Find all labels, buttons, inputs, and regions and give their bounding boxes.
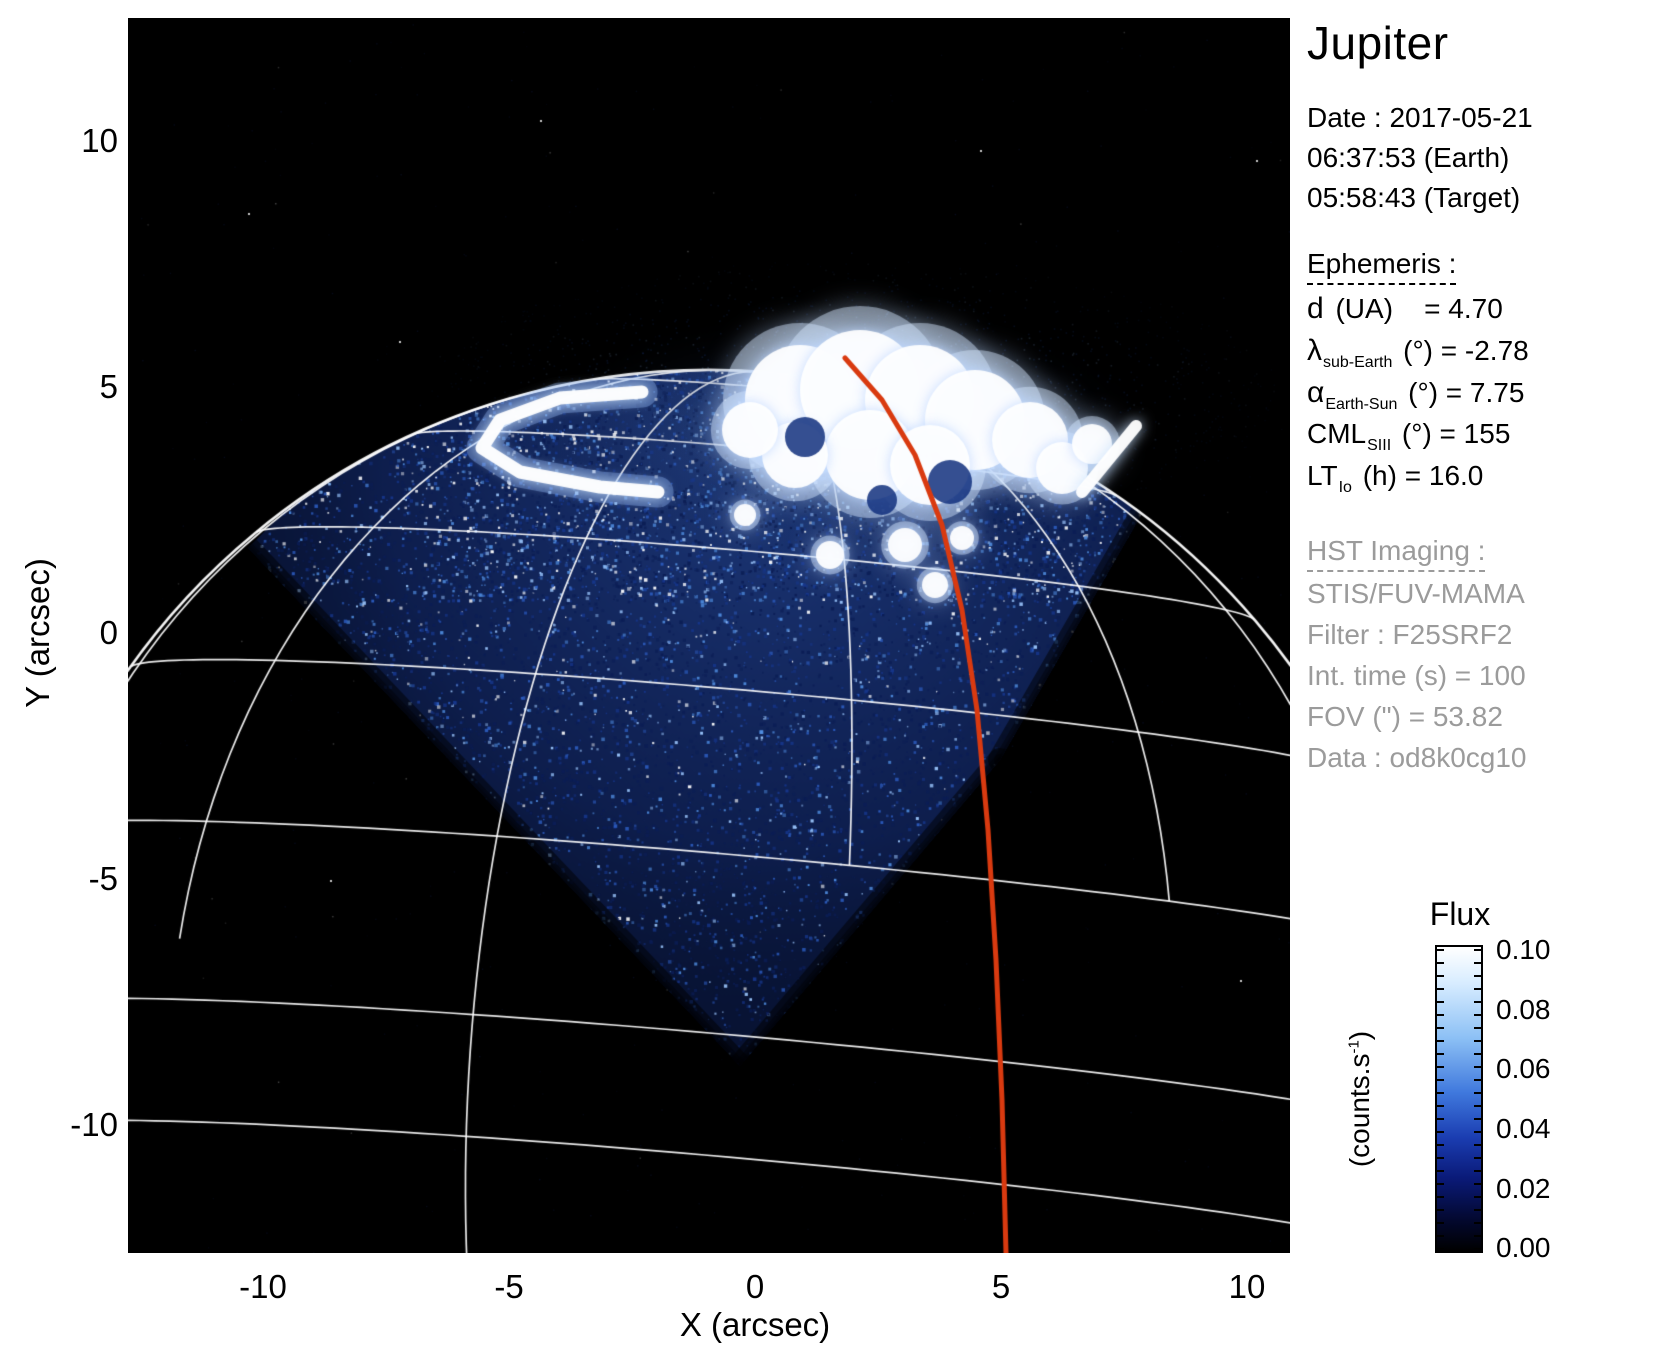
page-title: Jupiter [1307, 17, 1449, 69]
colorbar-minor-ticks-left [1437, 949, 1444, 1249]
colorbar-tick: 0.10 [1496, 934, 1551, 965]
value: = -2.78 [1440, 335, 1529, 366]
y-tick: 0 [99, 614, 118, 651]
x-tick: -10 [239, 1268, 287, 1305]
ephemeris-row-distance: d (UA) = 4.70 [1307, 292, 1503, 326]
hst-data-id: Data : od8k0cg10 [1307, 742, 1527, 773]
ephemeris-row-alpha: αEarth-Sun (°) = 7.75 [1307, 376, 1525, 413]
colorbar-minor-ticks-right [1474, 949, 1481, 1249]
value: = 155 [1439, 418, 1511, 449]
y-axis-label: Y (arcsec) [19, 558, 56, 708]
colorbar-tick: 0.04 [1496, 1113, 1551, 1144]
ephemeris-row-lt: LTIo (h) = 16.0 [1307, 460, 1484, 496]
date-line: Date : 2017-05-21 [1307, 102, 1533, 133]
unit: (h) [1354, 460, 1397, 491]
subscript: SIII [1367, 437, 1392, 454]
ephemeris-row-lambda: λsub-Earth (°) = -2.78 [1307, 334, 1529, 371]
hst-int-time: Int. time (s) = 100 [1307, 660, 1526, 691]
hst-heading-wrap: HST Imaging : [1307, 535, 1486, 572]
colorbar-unit-label: (counts.s-1) [1344, 1030, 1375, 1168]
symbol-lt: LT [1307, 460, 1338, 491]
target-time-line: 05:58:43 (Target) [1307, 182, 1521, 213]
x-tick: -5 [494, 1268, 524, 1305]
colorbar-gradient [1435, 945, 1483, 1253]
y-tick: 5 [99, 368, 118, 405]
colorbar-tick: 0.06 [1496, 1053, 1551, 1084]
ephemeris-heading: Ephemeris : [1307, 248, 1457, 285]
x-tick: 5 [991, 1268, 1011, 1305]
hst-heading: HST Imaging : [1307, 535, 1486, 572]
symbol-alpha: α [1307, 376, 1325, 409]
subscript: Io [1338, 479, 1352, 496]
subscript: sub-Earth [1323, 354, 1393, 371]
x-tick: 0 [745, 1268, 765, 1305]
hst-fov: FOV (") = 53.82 [1307, 701, 1503, 732]
colorbar-title: Flux [1429, 896, 1491, 932]
y-tick: -5 [88, 860, 118, 897]
colorbar-tick: 0.08 [1496, 994, 1551, 1025]
symbol-d: d [1307, 292, 1324, 325]
symbol-cml: CML [1307, 418, 1367, 449]
unit: (°) [1400, 377, 1439, 408]
x-axis-label: X (arcsec) [679, 1306, 831, 1343]
symbol-lambda: λ [1307, 334, 1322, 367]
ephemeris-heading-wrap: Ephemeris : [1307, 248, 1457, 285]
hst-instrument: STIS/FUV-MAMA [1307, 578, 1525, 609]
y-tick: -10 [70, 1106, 118, 1143]
y-tick: 10 [81, 122, 118, 159]
ephemeris-row-cml: CMLSIII (°) = 155 [1307, 418, 1511, 454]
x-tick: 10 [1228, 1268, 1266, 1305]
unit: (°) [1395, 335, 1433, 366]
value: = 4.70 [1424, 293, 1503, 324]
value: = 7.75 [1445, 377, 1525, 408]
unit: (°) [1394, 418, 1432, 449]
colorbar-tick: 0.00 [1496, 1232, 1551, 1263]
subscript: Earth-Sun [1325, 396, 1398, 413]
value: = 16.0 [1404, 460, 1484, 491]
colorbar-tick: 0.02 [1496, 1173, 1551, 1204]
earth-time-line: 06:37:53 (Earth) [1307, 142, 1510, 173]
sky-image-canvas [128, 18, 1290, 1253]
hst-filter: Filter : F25SRF2 [1307, 619, 1513, 650]
unit: (UA) [1327, 293, 1394, 324]
